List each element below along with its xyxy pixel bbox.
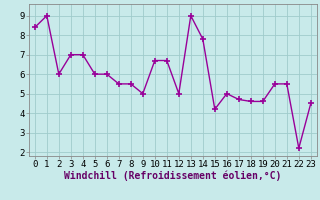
X-axis label: Windchill (Refroidissement éolien,°C): Windchill (Refroidissement éolien,°C)	[64, 171, 282, 181]
